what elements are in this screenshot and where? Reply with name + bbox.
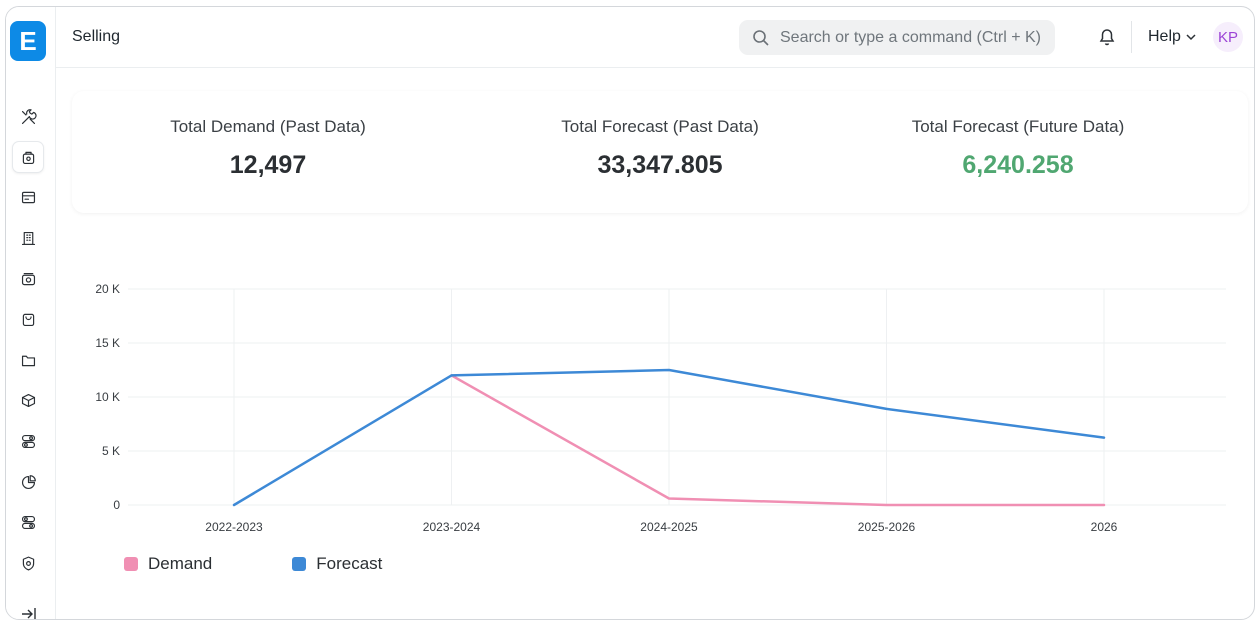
legend-label: Demand bbox=[148, 554, 213, 573]
sidebar-item-payments[interactable] bbox=[13, 264, 43, 294]
pie-chart-icon bbox=[21, 474, 36, 489]
toggles-icon bbox=[21, 434, 35, 448]
stats-card: Total Demand (Past Data) 12,497 Total Fo… bbox=[72, 91, 1248, 213]
card-icon bbox=[21, 191, 35, 203]
notifications-button[interactable] bbox=[1096, 25, 1120, 49]
folder-icon bbox=[21, 355, 35, 366]
y-tick-label: 10 K bbox=[95, 390, 120, 404]
chart-legend: Demand Forecast bbox=[124, 554, 382, 574]
money-icon bbox=[21, 272, 35, 285]
stat-label: Total Forecast (Future Data) bbox=[911, 117, 1125, 136]
sidebar: E bbox=[6, 7, 56, 619]
legend-item-demand[interactable]: Demand bbox=[124, 554, 212, 574]
legend-label: Forecast bbox=[316, 554, 383, 573]
topbar-divider bbox=[1131, 21, 1132, 53]
search-icon bbox=[753, 29, 769, 46]
sidebar-item-buildings[interactable] bbox=[13, 223, 43, 253]
stat-label: Total Forecast (Past Data) bbox=[561, 117, 759, 136]
package-icon bbox=[21, 393, 35, 407]
x-tick-label: 2025-2026 bbox=[858, 520, 916, 534]
legend-item-forecast[interactable]: Forecast bbox=[292, 554, 382, 574]
bell-icon bbox=[1099, 29, 1115, 46]
shield-icon bbox=[22, 556, 34, 570]
search-placeholder: Search or type a command (Ctrl + K) bbox=[780, 28, 1041, 46]
selling-bag-icon bbox=[22, 151, 34, 164]
sidebar-item-tools[interactable] bbox=[13, 102, 43, 132]
building-icon bbox=[21, 231, 35, 245]
tools-icon bbox=[21, 108, 37, 124]
toggles-icon-2 bbox=[21, 515, 35, 529]
search-input[interactable]: Search or type a command (Ctrl + K) bbox=[739, 20, 1055, 55]
shopping-bag-icon bbox=[22, 313, 34, 326]
series-line-demand bbox=[450, 374, 1106, 507]
sidebar-item-accounting[interactable] bbox=[13, 182, 43, 212]
line-chart: 0 5 K 10 K 15 K 20 K 2022-2023 2023-2024 2024-2… bbox=[95, 282, 1226, 534]
sidebar-item-buying[interactable] bbox=[13, 304, 43, 334]
x-tick-label: 2023-2024 bbox=[423, 520, 481, 534]
demand-forecast-chart: 0 5 K 10 K 15 K 20 K 2022-2023 2023-2024 2024-2… bbox=[56, 272, 1246, 562]
sidebar-item-files[interactable] bbox=[13, 345, 43, 375]
page-title: Selling bbox=[72, 28, 121, 45]
sidebar-item-reports[interactable] bbox=[13, 467, 43, 497]
sidebar-item-settings[interactable] bbox=[13, 426, 43, 456]
y-tick-label: 15 K bbox=[95, 336, 120, 350]
y-tick-label: 0 bbox=[113, 498, 120, 512]
sidebar-item-stock[interactable] bbox=[13, 385, 43, 415]
x-tick-label: 2022-2023 bbox=[205, 520, 263, 534]
stat-value: 33,347.805 bbox=[597, 151, 723, 179]
legend-swatch bbox=[292, 557, 307, 571]
legend-swatch bbox=[124, 557, 138, 571]
app-logo[interactable]: E bbox=[10, 21, 46, 61]
stat-value: 12,497 bbox=[229, 151, 307, 179]
chevron-down-icon bbox=[1186, 34, 1196, 41]
stat-label: Total Demand (Past Data) bbox=[170, 117, 366, 136]
logo-letter: E bbox=[19, 25, 37, 56]
x-tick-label: 2026 bbox=[1091, 520, 1118, 534]
sidebar-item-selling[interactable] bbox=[13, 142, 43, 172]
topbar: Selling Search or type a command (Ctrl +… bbox=[56, 7, 1254, 68]
avatar[interactable]: KP bbox=[1213, 22, 1243, 52]
collapse-sidebar-icon[interactable] bbox=[21, 607, 37, 619]
sidebar-item-security[interactable] bbox=[13, 548, 43, 578]
y-tick-label: 5 K bbox=[102, 444, 120, 458]
x-tick-label: 2024-2025 bbox=[640, 520, 698, 534]
app-window: E bbox=[5, 6, 1255, 620]
help-label: Help bbox=[1148, 28, 1181, 45]
sidebar-item-integrations[interactable] bbox=[13, 507, 43, 537]
y-tick-label: 20 K bbox=[95, 282, 120, 296]
help-dropdown[interactable]: Help bbox=[1148, 28, 1196, 46]
series-line-forecast bbox=[232, 368, 1106, 507]
stat-value: 6,240.258 bbox=[962, 151, 1074, 179]
